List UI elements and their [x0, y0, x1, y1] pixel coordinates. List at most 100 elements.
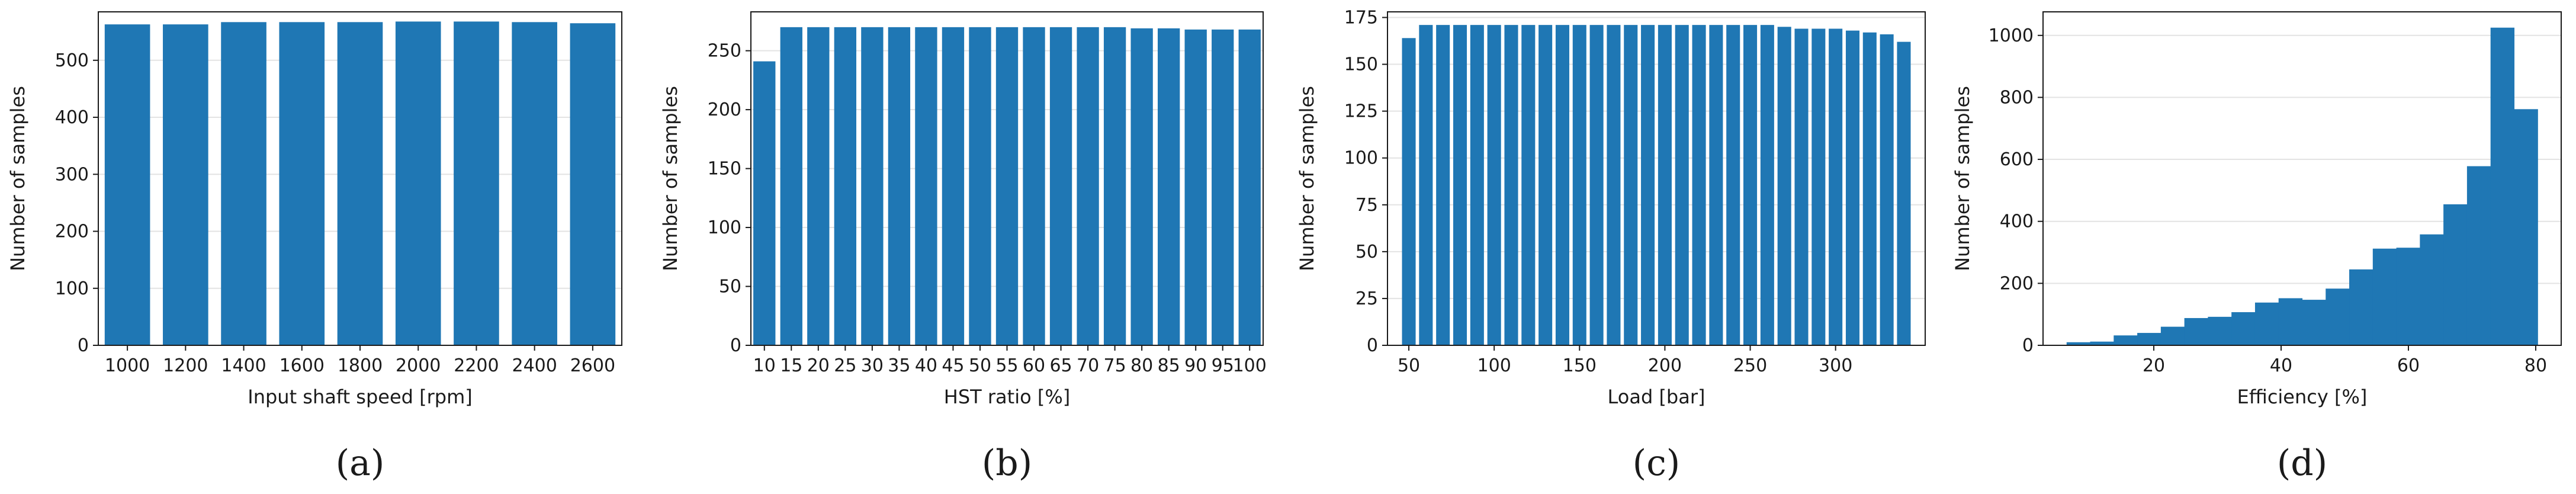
y-tick-label: 800	[2000, 87, 2034, 108]
panel-caption: (c)	[1633, 442, 1680, 484]
bar	[1760, 25, 1774, 346]
y-tick-label: 100	[708, 217, 741, 238]
bar	[1402, 38, 1416, 346]
bar	[163, 24, 208, 345]
bar	[1794, 28, 1809, 345]
panel-d: 0 200 400 600 800 1000 20 40 60 80 Efficiency [%…	[1951, 11, 2562, 484]
x-tick-label: 15	[780, 355, 802, 376]
y-tick-label: 50	[719, 277, 741, 297]
x-tick-label: 80	[1130, 355, 1153, 376]
x-tick-label: 90	[1184, 355, 1207, 376]
x-tick-label: 20	[2143, 355, 2165, 376]
y-tick-label: 400	[2000, 211, 2034, 232]
bar	[1589, 25, 1604, 346]
x-tick-label: 80	[2524, 355, 2547, 376]
bar	[1777, 27, 1791, 346]
bar	[1453, 25, 1467, 346]
bar	[1487, 25, 1501, 346]
bar	[1862, 32, 1877, 346]
x-tick-label: 60	[2397, 355, 2420, 376]
y-axis-ticks: 0 100 200 300 400 500	[55, 50, 98, 356]
bar	[1521, 25, 1536, 346]
bar	[1811, 28, 1826, 345]
plot-frame	[2042, 11, 2562, 346]
bar	[1103, 27, 1126, 346]
bar	[104, 24, 150, 345]
bar	[1023, 27, 1045, 346]
y-tick-label: 150	[708, 159, 741, 179]
y-axis-label: Number of samples	[7, 86, 29, 271]
bar	[834, 27, 857, 346]
x-tick-label: 30	[861, 355, 884, 376]
bar	[337, 22, 383, 346]
histogram-bar	[2466, 166, 2491, 345]
bar	[1743, 25, 1758, 346]
bar	[753, 61, 776, 345]
y-axis-ticks: 0 25 50 75 100 125 150 175	[1344, 7, 1387, 356]
x-tick-label: 50	[969, 355, 991, 376]
bar	[1675, 25, 1689, 346]
grid-lines	[1387, 17, 1925, 299]
x-tick-label: 2400	[512, 355, 557, 376]
panel-a: 0 100 200 300 400 500 1000 1200 1400 1600 1800 200…	[7, 11, 622, 484]
y-tick-label: 175	[1344, 7, 1378, 28]
y-tick-label: 200	[55, 222, 89, 242]
y-tick-label: 50	[1356, 242, 1378, 262]
y-tick-label: 0	[78, 335, 89, 356]
y-tick-label: 150	[1344, 54, 1378, 75]
bar	[1077, 27, 1099, 346]
histogram-bar	[2160, 326, 2185, 345]
x-tick-label: 70	[1077, 355, 1099, 376]
x-tick-label: 65	[1049, 355, 1072, 376]
bar	[1829, 28, 1843, 345]
bar	[1897, 41, 1911, 345]
y-axis-label: Number of samples	[1296, 86, 1318, 271]
bar	[1157, 28, 1180, 346]
x-tick-label: 50	[1398, 355, 1420, 376]
bar	[1555, 25, 1569, 346]
histogram-bar	[2066, 342, 2091, 345]
bar	[780, 27, 802, 346]
bar	[1845, 30, 1860, 346]
bar	[454, 21, 499, 346]
histogram-bar	[2349, 269, 2373, 345]
y-tick-label: 300	[55, 164, 89, 185]
x-axis-ticks: 1000 1200 1400 1600 1800 2000 2200 2400 2600	[105, 345, 615, 376]
bar	[1726, 25, 1740, 346]
x-axis-ticks: 20 40 60 80	[2143, 345, 2547, 376]
x-tick-label: 2600	[570, 355, 615, 376]
y-tick-label: 0	[1367, 335, 1378, 356]
bar	[1538, 25, 1553, 346]
x-tick-label: 95	[1212, 355, 1234, 376]
x-tick-label: 10	[753, 355, 776, 376]
x-tick-label: 100	[1477, 355, 1511, 376]
bar	[888, 27, 911, 346]
bar	[1470, 25, 1484, 346]
y-tick-label: 125	[1344, 101, 1378, 122]
x-tick-label: 35	[888, 355, 910, 376]
bar	[512, 22, 557, 346]
x-tick-label: 55	[995, 355, 1018, 376]
x-tick-label: 85	[1158, 355, 1180, 376]
y-tick-label: 500	[55, 50, 89, 71]
y-tick-label: 200	[708, 100, 741, 120]
x-tick-label: 25	[834, 355, 856, 376]
x-axis-label: Input shaft speed [rpm]	[248, 386, 472, 408]
plot-frame	[1387, 11, 1926, 346]
bar	[221, 22, 266, 346]
bar	[1641, 25, 1655, 346]
x-tick-label: 75	[1104, 355, 1126, 376]
y-tick-label: 0	[730, 335, 741, 356]
bar	[1607, 25, 1621, 346]
histogram-bar	[2278, 298, 2303, 345]
histogram-bar	[2137, 333, 2161, 345]
x-tick-label: 100	[1233, 355, 1267, 376]
x-tick-label: 150	[1563, 355, 1597, 376]
bar	[1212, 29, 1234, 345]
x-tick-label: 1600	[280, 355, 325, 376]
x-axis-label: HST ratio [%]	[944, 386, 1070, 408]
bar	[1419, 25, 1433, 346]
bar	[1184, 29, 1207, 345]
y-tick-label: 250	[708, 41, 741, 62]
